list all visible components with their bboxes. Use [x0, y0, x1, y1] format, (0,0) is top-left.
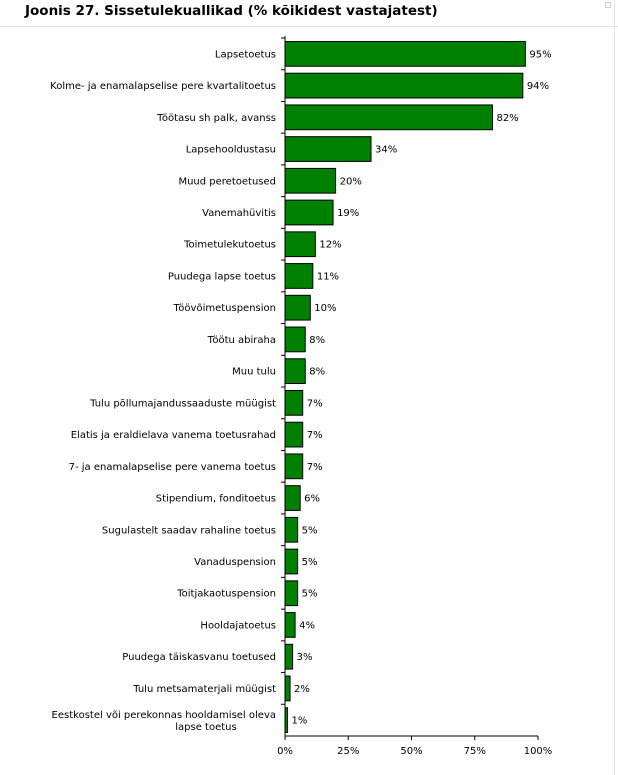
frame-border-right — [614, 0, 615, 775]
category-label: Vanemahüvitis — [202, 208, 276, 219]
category-label: Tulu metsamaterjali müügist — [132, 684, 276, 695]
category-label: 7- ja enamalapselise pere vanema toetus — [69, 462, 276, 473]
value-label: 82% — [496, 113, 518, 124]
bar — [284, 199, 334, 226]
value-label: 12% — [319, 240, 341, 251]
x-tick-label: 75% — [464, 746, 486, 757]
bar — [284, 612, 296, 638]
x-tick-label: 0% — [277, 746, 293, 757]
value-label: 95% — [529, 49, 551, 60]
value-label: 6% — [304, 494, 320, 505]
value-label: 19% — [337, 208, 359, 219]
bar — [284, 231, 316, 258]
bar — [284, 136, 372, 162]
bar — [284, 326, 306, 353]
value-label: 11% — [317, 271, 339, 282]
frame-divider — [0, 26, 618, 27]
category-label: Lapsehooldustasu — [186, 145, 276, 156]
value-label: 5% — [302, 525, 318, 536]
value-label: 10% — [314, 303, 336, 314]
category-label: Töötu abiraha — [207, 335, 276, 346]
bar — [284, 548, 299, 575]
window-corner-icon — [605, 2, 611, 8]
value-label: 7% — [307, 398, 323, 409]
bar — [284, 263, 314, 289]
value-label: 7% — [307, 430, 323, 441]
bar — [284, 643, 294, 670]
value-label: 1% — [292, 716, 308, 727]
category-label: Puudega lapse toetus — [168, 271, 276, 282]
value-label: 5% — [302, 589, 318, 600]
value-label: 8% — [309, 335, 325, 346]
category-label: Vanaduspension — [194, 557, 276, 568]
category-label: Hooldajatoetus — [200, 620, 276, 631]
category-label: Sugulastelt saadav rahaline toetus — [102, 525, 276, 536]
chart-title: Joonis 27. Sissetulekuallikad (% kõikide… — [25, 3, 438, 19]
category-label: Eestkostel või perekonnas hooldamisel ol… — [52, 710, 276, 733]
bar — [284, 104, 493, 131]
category-label: Tulu põllumajandussaaduste müügist — [89, 398, 276, 409]
bar — [284, 675, 291, 702]
category-label: Toitjakaotuspension — [176, 589, 276, 600]
value-label: 8% — [309, 367, 325, 378]
bar — [284, 516, 299, 543]
category-label: Muu tulu — [232, 367, 276, 378]
category-label: Muud peretoetused — [178, 176, 276, 187]
category-label: Kolme- ja enamalapselise pere kvartalito… — [50, 81, 276, 92]
category-label: Töötasu sh palk, avanss — [156, 113, 276, 124]
value-label: 5% — [302, 557, 318, 568]
bar — [284, 40, 526, 67]
bar — [284, 389, 304, 416]
bar — [284, 421, 304, 448]
value-label: 34% — [375, 145, 397, 156]
x-tick-label: 25% — [337, 746, 359, 757]
category-label: Stipendium, fonditoetus — [156, 494, 276, 505]
x-tick-label: 50% — [400, 746, 422, 757]
bar — [284, 167, 337, 194]
bar — [284, 358, 306, 385]
bar — [284, 580, 299, 607]
category-label: Puudega täiskasvanu toetused — [122, 652, 276, 663]
bar — [284, 485, 301, 511]
category-label: Toimetulekutoetus — [183, 240, 276, 251]
value-label: 3% — [297, 652, 313, 663]
bar — [284, 453, 304, 480]
x-tick-label: 100% — [524, 746, 553, 757]
value-label: 20% — [340, 176, 362, 187]
category-label: Elatis ja eraldielava vanema toetusrahad — [71, 430, 276, 441]
category-label: Lapsetoetus — [215, 49, 276, 60]
bar — [284, 72, 524, 99]
category-label: Töövõimetuspension — [173, 303, 277, 314]
value-label: 94% — [527, 81, 549, 92]
bar — [284, 294, 311, 321]
value-label: 2% — [294, 684, 310, 695]
value-label: 7% — [307, 462, 323, 473]
value-label: 4% — [299, 620, 315, 631]
